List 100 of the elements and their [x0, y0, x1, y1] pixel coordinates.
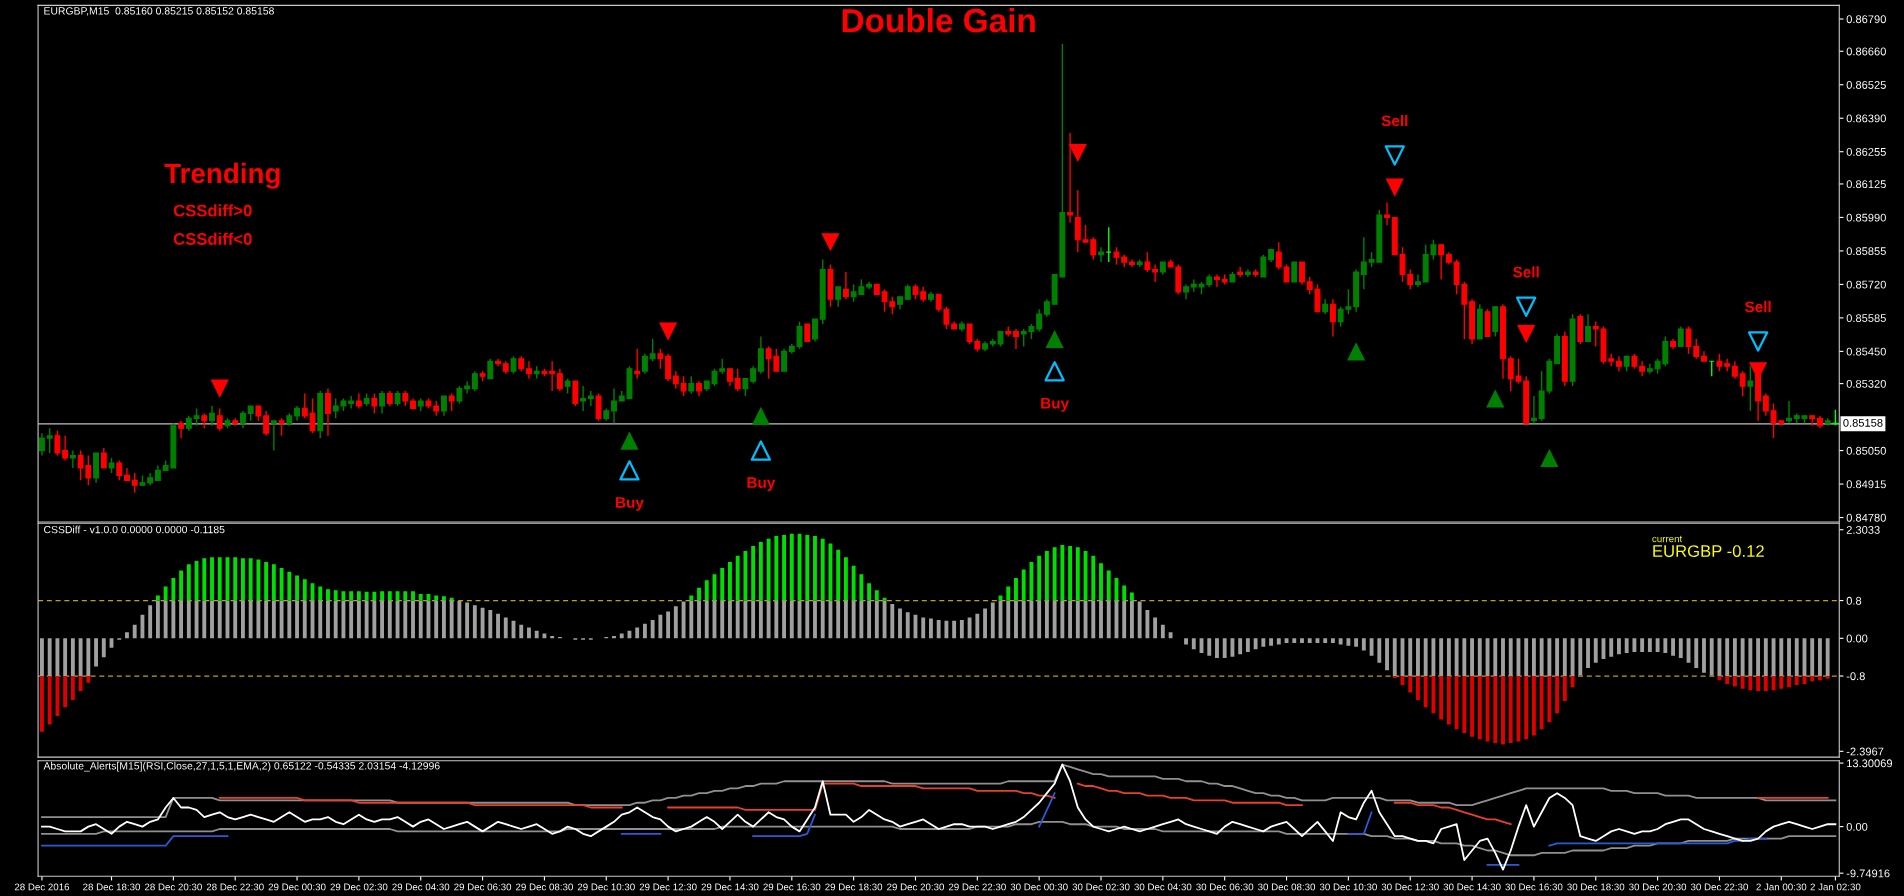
bar	[411, 591, 415, 601]
bar	[1037, 555, 1042, 601]
bar	[728, 600, 732, 639]
bar	[1818, 676, 1822, 681]
candlestick	[116, 459, 123, 482]
candlestick	[46, 427, 53, 454]
bar	[936, 619, 941, 639]
bar	[1647, 638, 1652, 652]
bar	[101, 638, 106, 658]
candlestick	[1360, 236, 1367, 291]
candlestick	[1152, 263, 1159, 283]
bar	[372, 591, 377, 601]
point	[619, 460, 640, 481]
chart-title: Absolute_Alerts[M15](RSI,Close,27,1,5,1,EMA,2) 0.65122 -0.54335 2.03154 -4.12996	[43, 761, 440, 772]
candlestick	[1074, 189, 1081, 253]
annotation: CSSdiff>0	[173, 204, 252, 217]
bar	[1694, 638, 1699, 669]
x-tick-label: 30 Dec 08:30	[1258, 883, 1316, 891]
candlestick	[1438, 244, 1445, 281]
bar	[1091, 555, 1096, 601]
bar	[1145, 610, 1150, 639]
bar	[326, 589, 330, 601]
bar	[1462, 638, 1467, 677]
candlestick	[1036, 308, 1043, 333]
bar	[264, 600, 269, 639]
candlestick	[842, 271, 849, 300]
bar	[217, 557, 222, 601]
bar	[1423, 638, 1428, 677]
bar	[1794, 676, 1799, 685]
bar	[256, 600, 261, 639]
candlestick	[1415, 273, 1421, 288]
bar	[1593, 638, 1598, 663]
bar	[302, 579, 307, 601]
bar	[1160, 624, 1165, 639]
candlestick	[781, 348, 788, 372]
bar	[1423, 676, 1428, 708]
y-tick-label: 0.86390	[1846, 114, 1886, 123]
bar	[766, 538, 771, 601]
candlestick	[464, 380, 471, 395]
bar	[503, 617, 508, 639]
bar	[836, 600, 841, 639]
y-tick-label: 0.00	[1846, 822, 1868, 831]
bar	[813, 600, 817, 639]
bar	[40, 638, 44, 677]
bar	[1640, 638, 1645, 652]
bar	[55, 638, 60, 677]
x-tick-label: 29 Dec 20:30	[887, 883, 945, 891]
bar	[248, 600, 253, 639]
bar	[728, 561, 732, 601]
bar	[867, 600, 872, 639]
bar	[1044, 551, 1049, 601]
bar	[1137, 601, 1142, 639]
bar	[1740, 676, 1745, 689]
point	[1385, 178, 1404, 197]
bar	[658, 614, 663, 639]
bar	[1493, 638, 1498, 677]
bar	[1477, 638, 1482, 677]
bar	[1431, 676, 1436, 714]
bar	[1230, 638, 1235, 657]
bar	[1454, 676, 1459, 730]
bar	[1122, 600, 1127, 639]
point	[620, 431, 639, 450]
bar	[1014, 577, 1018, 601]
bar	[387, 591, 392, 601]
candlestick	[69, 449, 76, 469]
bar	[1508, 638, 1513, 677]
bar	[720, 568, 725, 601]
bar	[125, 632, 129, 639]
bar	[805, 535, 810, 601]
bar	[820, 538, 825, 601]
bar	[1779, 676, 1784, 689]
bar	[94, 638, 98, 667]
chart-title: Double Gain	[842, 7, 1035, 33]
candlestick	[1677, 325, 1684, 348]
bar	[40, 676, 44, 732]
bar	[1702, 638, 1706, 673]
bar	[302, 600, 307, 639]
point	[659, 322, 678, 341]
bar	[1562, 676, 1567, 702]
x-tick-label: 28 Dec 22:30	[206, 883, 264, 891]
point	[210, 379, 229, 398]
bar	[1044, 600, 1049, 639]
bar	[70, 676, 75, 701]
bar	[1261, 638, 1266, 647]
bar	[774, 600, 779, 639]
point	[750, 440, 772, 461]
bar	[380, 600, 385, 639]
bar	[1408, 638, 1413, 677]
bar	[1539, 638, 1544, 677]
candlestick	[54, 430, 61, 457]
bar	[241, 600, 245, 639]
bar	[403, 600, 408, 639]
candlestick	[556, 368, 563, 392]
bar	[867, 583, 872, 601]
annotation: Trending	[164, 162, 280, 189]
bar	[1740, 638, 1745, 677]
bar	[1671, 638, 1675, 656]
bar	[1524, 676, 1529, 740]
bar	[132, 624, 137, 639]
bar	[1709, 638, 1714, 676]
